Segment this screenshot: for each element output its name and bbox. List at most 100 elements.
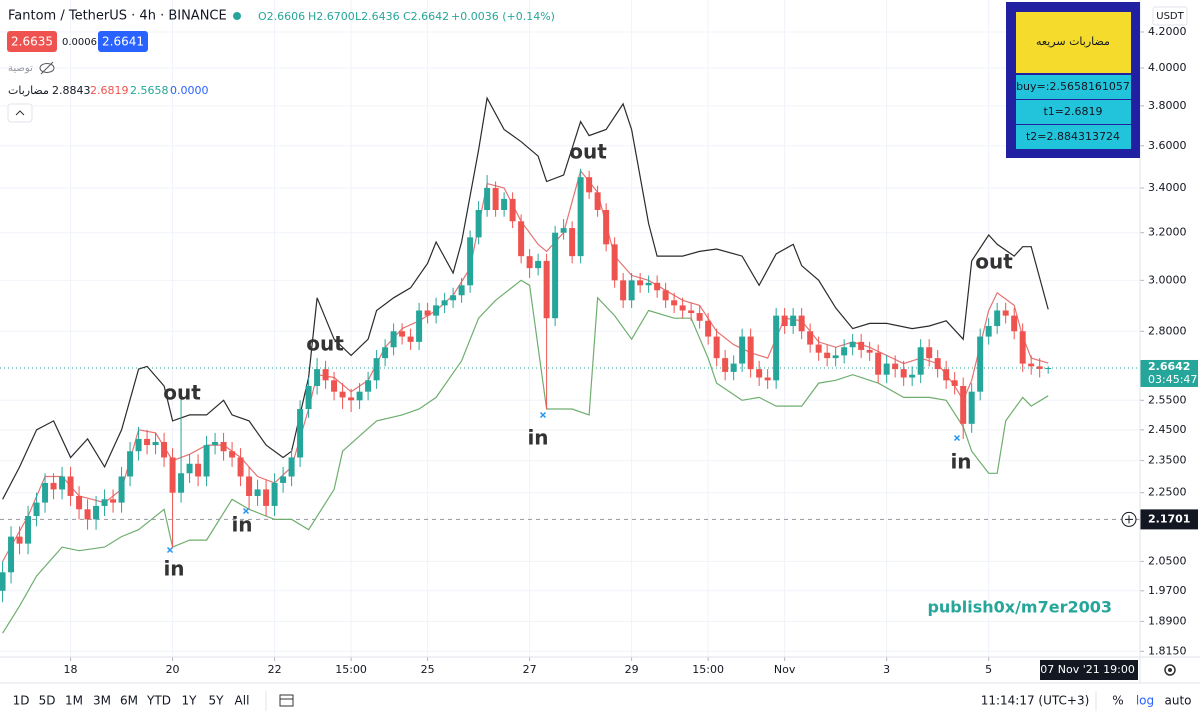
sell-price[interactable]: 2.6635	[11, 35, 53, 49]
range-button[interactable]: 1M	[65, 694, 83, 708]
candle-body	[1036, 366, 1043, 369]
eye-icon[interactable]	[39, 61, 55, 75]
x-tick-label: 5	[985, 663, 992, 676]
signal-marker	[953, 434, 961, 442]
range-button[interactable]: 1Y	[182, 694, 198, 708]
y-tick-label: 4.0000	[1148, 61, 1187, 74]
ohlc-low: L2.6436	[355, 10, 400, 23]
candle-body	[841, 347, 848, 356]
gear	[1164, 664, 1176, 676]
crosshair-date: 07 Nov '21	[1040, 663, 1099, 676]
date-range-icon[interactable]	[279, 694, 294, 707]
candle-body	[552, 232, 559, 319]
candle-body	[314, 369, 321, 386]
candle-body	[161, 441, 168, 458]
x-tick-label: 29	[625, 663, 639, 676]
collapse-caret	[15, 110, 25, 116]
candle-body	[441, 300, 448, 306]
candle-body	[849, 341, 856, 348]
buy-price[interactable]: 2.6641	[102, 35, 144, 49]
candle-body	[688, 310, 695, 314]
info-cell	[1016, 75, 1131, 99]
log-toggle[interactable]: log	[1136, 694, 1154, 708]
range-button[interactable]: All	[235, 694, 250, 708]
candle-body	[509, 198, 516, 222]
candle-body	[968, 391, 975, 424]
crosshair-add-icon[interactable]	[1125, 515, 1133, 524]
candle-body	[50, 482, 57, 490]
x-tick-label: 15:00	[692, 663, 724, 676]
range-button[interactable]: 3M	[93, 694, 111, 708]
x-tick-label: 22	[268, 663, 282, 676]
candle-body	[628, 280, 635, 301]
info-row: t1=2.6819	[1043, 105, 1102, 118]
candle-body	[696, 313, 703, 321]
candle-body	[713, 336, 720, 359]
candle-body	[1028, 363, 1035, 367]
candle-body	[756, 369, 763, 378]
candle-body	[144, 438, 151, 446]
auto-toggle[interactable]: auto	[1164, 694, 1191, 708]
candle-body	[135, 438, 142, 452]
candle-body	[305, 385, 312, 410]
settings-icon[interactable]	[1164, 664, 1176, 676]
candle-body	[730, 363, 737, 372]
y-tick-label: 3.8000	[1148, 99, 1187, 112]
candle-body	[424, 310, 431, 316]
candle-body	[467, 237, 474, 286]
x-tick-label: Nov	[774, 663, 796, 676]
candle-body	[8, 536, 15, 573]
candle-body	[560, 228, 567, 233]
y-tick-label: 3.4000	[1148, 181, 1187, 194]
candle-body	[671, 300, 678, 306]
ohlc-high: H2.6700	[308, 10, 355, 23]
x-tick-label: 15:00	[335, 663, 367, 676]
collapse-button[interactable]	[7, 103, 33, 123]
sell-button[interactable]	[7, 31, 57, 52]
candle-body	[93, 505, 100, 520]
percent-toggle[interactable]: %	[1112, 694, 1123, 708]
spread: 0.0006	[62, 37, 97, 48]
candle-body	[943, 369, 950, 381]
candle-body	[594, 192, 601, 210]
status-dot	[233, 12, 241, 20]
candle-body	[322, 369, 329, 381]
candle-body	[263, 489, 270, 506]
annotation: in	[231, 513, 252, 537]
candle-body	[654, 282, 661, 291]
currency[interactable]: USDT	[1156, 11, 1184, 22]
marks	[0, 96, 1052, 634]
last-price-tag	[1140, 359, 1198, 387]
candle-body	[501, 198, 508, 210]
range-button[interactable]: 5D	[39, 694, 56, 708]
candle-body	[603, 209, 610, 245]
candle-body	[33, 502, 40, 517]
candle-body	[611, 244, 618, 281]
candle-body	[246, 476, 253, 496]
candle-body	[169, 457, 176, 493]
candle-body	[960, 385, 967, 424]
candle-body	[637, 280, 644, 286]
range-button[interactable]: 6M	[120, 694, 138, 708]
y-tick-label: 3.0000	[1148, 273, 1187, 286]
range-button[interactable]: 1D	[13, 694, 30, 708]
clock[interactable]: 11:14:17 (UTC+3)	[981, 694, 1090, 708]
info-title-cell	[1016, 12, 1131, 73]
candle-body	[484, 187, 491, 210]
candle-body	[178, 473, 185, 493]
candle-body	[586, 177, 593, 193]
range-button[interactable]: YTD	[146, 694, 171, 708]
currency-box[interactable]	[1152, 6, 1188, 26]
candle-body	[42, 482, 49, 503]
candle-body	[977, 336, 984, 392]
gear-center	[1168, 668, 1172, 672]
candle-body	[662, 290, 669, 301]
range-button[interactable]: 5Y	[209, 694, 225, 708]
candle-body	[390, 331, 397, 348]
candle-body	[254, 489, 261, 496]
buy-button[interactable]	[98, 31, 148, 52]
candle-body	[1045, 367, 1052, 369]
candle-body	[518, 221, 525, 257]
